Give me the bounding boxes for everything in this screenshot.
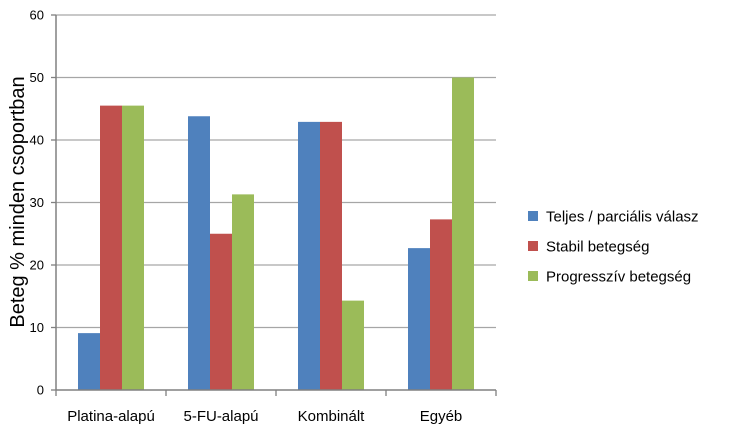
- legend-swatch: [528, 211, 538, 221]
- bar-1-4: [408, 248, 430, 390]
- y-tick-label: 20: [30, 258, 44, 273]
- legend-label: Teljes / parciális válasz: [546, 209, 699, 226]
- legend-label: Stabil betegség: [546, 239, 649, 256]
- legend-label: Progresszív betegség: [546, 269, 691, 286]
- axes: [51, 14, 497, 396]
- x-category-label: Egyéb: [420, 408, 463, 425]
- y-tick-label: 50: [30, 70, 44, 85]
- x-category-label: Kombinált: [298, 408, 366, 425]
- bar-2-4: [430, 219, 452, 390]
- x-category-label: Platina-alapú: [67, 408, 155, 425]
- legend-swatch: [528, 241, 538, 251]
- bar-1-1: [78, 333, 100, 390]
- y-axis-label: Beteg % minden csoportban: [7, 76, 29, 327]
- bar-3-2: [232, 194, 254, 390]
- y-tick-label: 60: [30, 8, 44, 23]
- legend: Teljes / parciális válasz Stabil betegség…: [528, 209, 699, 286]
- bar-1-2: [188, 116, 210, 390]
- y-tick-label: 0: [37, 383, 44, 398]
- y-tick-label: 10: [30, 320, 44, 335]
- bar-3-1: [122, 105, 144, 390]
- bar-3-4: [452, 77, 474, 390]
- y-tick-label: 40: [30, 133, 44, 148]
- legend-swatch: [528, 271, 538, 281]
- bar-2-2: [210, 233, 232, 390]
- y-tick-labels: 0 10 20 30 40 50 60: [30, 8, 44, 398]
- x-category-labels: Platina-alapú 5-FU-alapú Kombinált Egyéb: [67, 408, 462, 425]
- bars: [78, 77, 474, 390]
- bar-2-3: [320, 121, 342, 390]
- bar-2-1: [100, 105, 122, 390]
- y-tick-label: 30: [30, 195, 44, 210]
- x-category-label: 5-FU-alapú: [183, 408, 258, 425]
- bar-1-3: [298, 121, 320, 390]
- bar-3-3: [342, 300, 364, 390]
